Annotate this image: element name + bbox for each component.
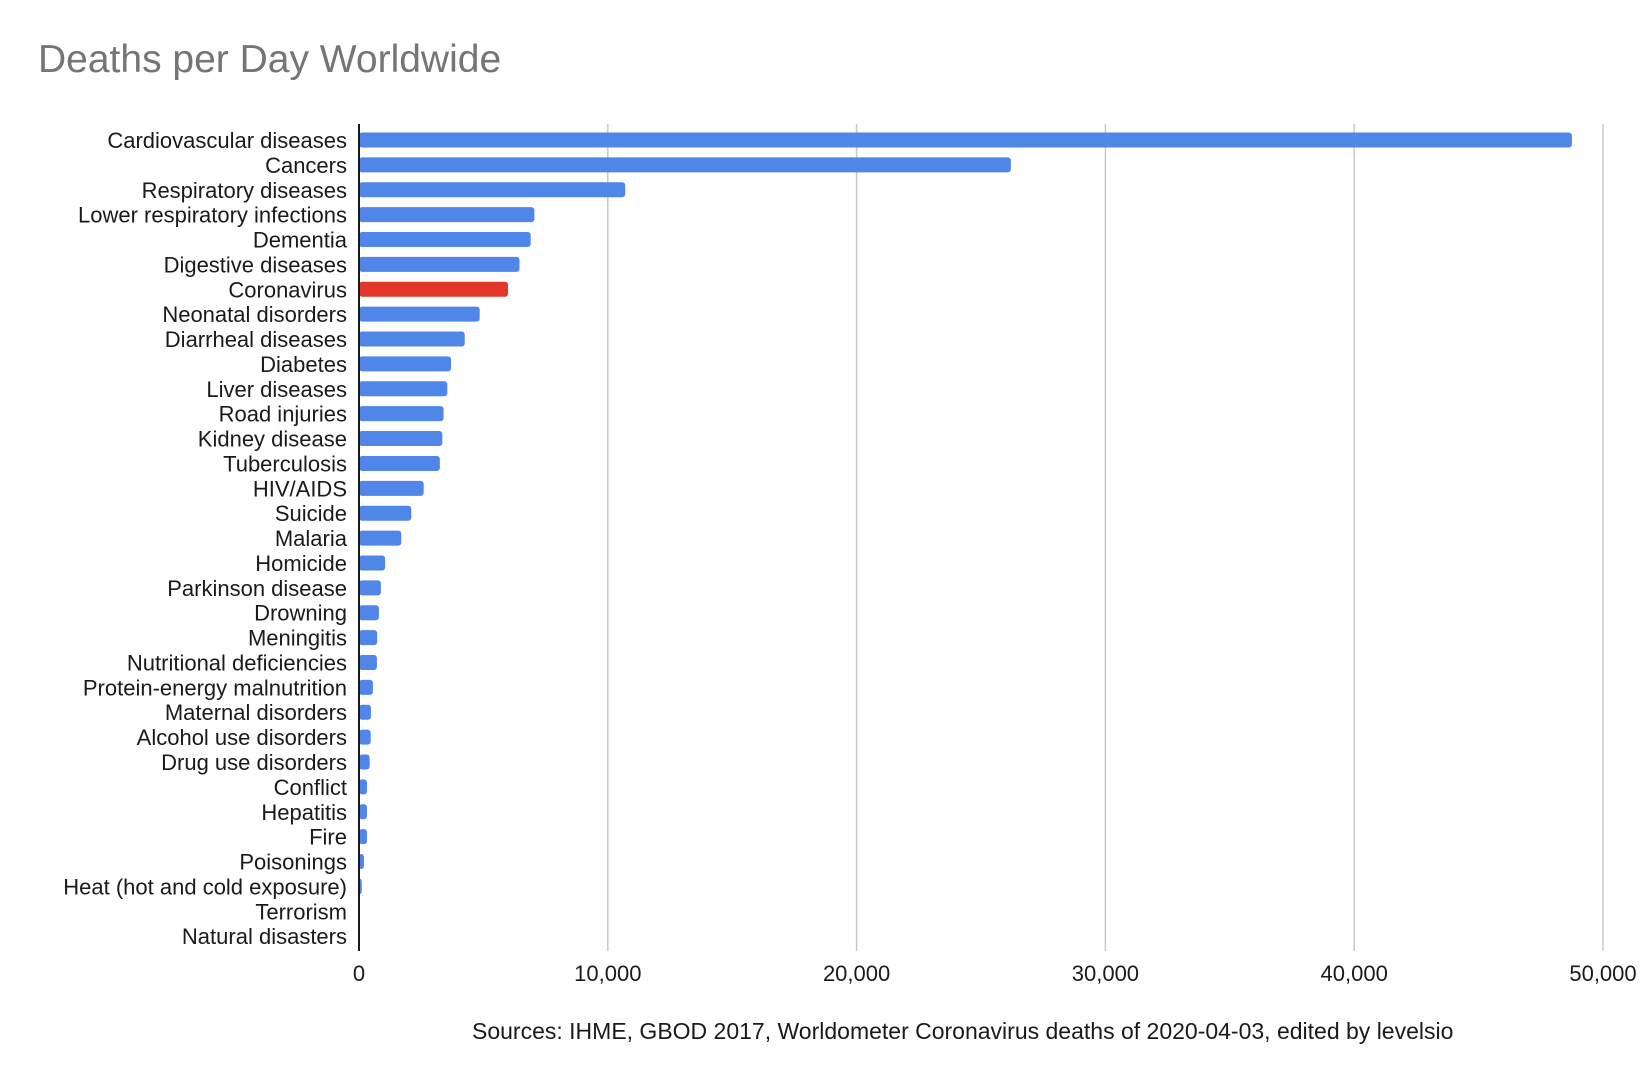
bar — [359, 232, 531, 248]
category-label: Heat (hot and cold exposure) — [63, 874, 347, 899]
chart-title: Deaths per Day Worldwide — [38, 38, 502, 81]
bar — [359, 530, 402, 546]
category-label: Terrorism — [255, 899, 347, 924]
bar — [359, 505, 412, 521]
bar — [359, 455, 440, 471]
category-label: Protein-energy malnutrition — [83, 675, 347, 700]
category-label: Cardiovascular diseases — [107, 128, 347, 153]
bar — [359, 630, 378, 646]
bar — [359, 207, 535, 223]
category-label: Kidney disease — [198, 427, 347, 452]
x-tick-label: 30,000 — [1072, 961, 1139, 986]
bar — [359, 306, 480, 322]
x-tick-label: 50,000 — [1569, 961, 1636, 986]
category-label: Conflict — [274, 775, 347, 800]
x-tick-label: 0 — [353, 961, 365, 986]
category-label: Dementia — [253, 228, 348, 253]
bar — [359, 381, 448, 397]
bar — [359, 182, 626, 198]
category-label: Drug use disorders — [161, 750, 347, 775]
category-label: Digestive diseases — [164, 252, 347, 277]
bar — [359, 157, 1011, 173]
category-label: HIV/AIDS — [253, 476, 347, 501]
category-label: Poisonings — [239, 850, 347, 875]
category-label: Suicide — [275, 501, 347, 526]
category-label: Tuberculosis — [223, 451, 347, 476]
category-label: Road injuries — [219, 402, 347, 427]
category-label: Fire — [309, 825, 347, 850]
category-label: Homicide — [255, 551, 347, 576]
bar — [359, 356, 452, 372]
category-label: Natural disasters — [182, 924, 347, 949]
category-label: Meningitis — [248, 626, 347, 651]
bar — [359, 854, 364, 870]
bar — [359, 679, 373, 695]
bar — [359, 654, 377, 670]
category-label: Parkinson disease — [167, 576, 347, 601]
category-label: Cancers — [265, 153, 347, 178]
bar — [359, 331, 465, 347]
x-tick-label: 10,000 — [574, 961, 641, 986]
bar — [359, 605, 379, 621]
x-tick-label: 20,000 — [823, 961, 890, 986]
bar — [359, 829, 367, 845]
bar — [359, 580, 381, 596]
category-label: Malaria — [275, 526, 348, 551]
x-tick-label: 40,000 — [1321, 961, 1388, 986]
bar — [359, 804, 367, 820]
category-label: Lower respiratory infections — [78, 203, 347, 228]
bar — [359, 729, 371, 745]
bar-highlight — [359, 281, 509, 297]
bar — [359, 779, 367, 795]
category-label: Hepatitis — [261, 800, 347, 825]
chart-source-note: Sources: IHME, GBOD 2017, Worldometer Co… — [472, 1018, 1454, 1044]
category-label: Diabetes — [260, 352, 347, 377]
bar — [359, 480, 424, 496]
bar — [359, 754, 370, 770]
bar — [359, 406, 444, 422]
category-label: Nutritional deficiencies — [127, 650, 347, 675]
bar — [359, 704, 371, 720]
category-label: Neonatal disorders — [162, 302, 347, 327]
bar — [359, 555, 386, 571]
category-label: Alcohol use disorders — [137, 725, 347, 750]
category-label: Maternal disorders — [165, 700, 347, 725]
category-label: Coronavirus — [228, 277, 347, 302]
category-label: Liver diseases — [206, 377, 347, 402]
category-label: Respiratory diseases — [142, 178, 347, 203]
category-label: Drowning — [254, 601, 347, 626]
bar — [359, 431, 443, 447]
bar — [359, 132, 1572, 148]
category-label: Diarrheal diseases — [165, 327, 347, 352]
bar — [359, 256, 520, 272]
